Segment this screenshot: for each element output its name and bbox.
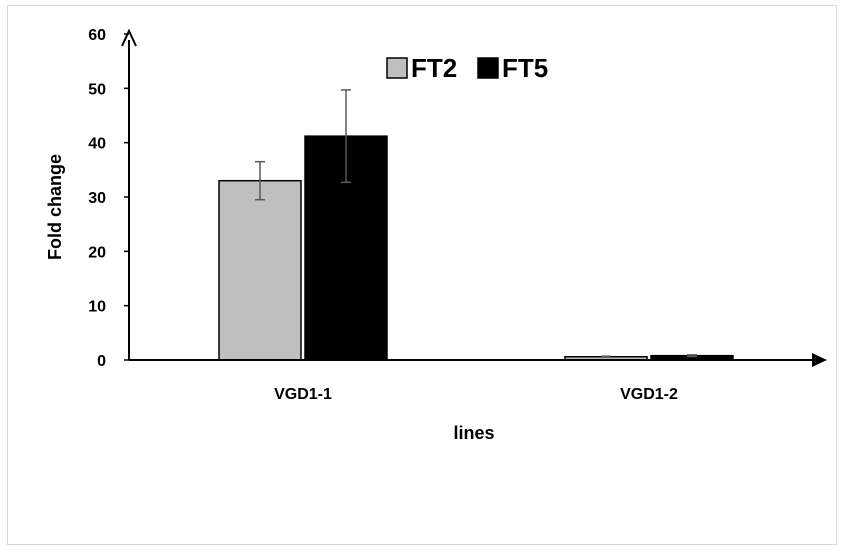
y-tick-label: 0 xyxy=(97,353,106,370)
error-bar-ft5-vgd1-1 xyxy=(341,89,351,184)
x-axis-arrow xyxy=(812,353,827,367)
legend: FT2 FT5 xyxy=(386,53,548,83)
y-tick-label: 10 xyxy=(88,299,106,316)
y-tick-label: 40 xyxy=(88,136,106,153)
x-axis-title: lines xyxy=(453,423,494,443)
bar-ft2-vgd1-1 xyxy=(218,179,302,361)
x-ticks-layer: VGD1-1 VGD1-2 xyxy=(274,386,678,403)
y-tick-label: 50 xyxy=(88,81,106,98)
y-tick-label: 30 xyxy=(88,190,106,207)
x-tick-label: VGD1-2 xyxy=(620,386,678,403)
axes-layer xyxy=(121,28,827,367)
error-bar-ft5-vgd1-2 xyxy=(687,354,697,358)
chart-frame xyxy=(7,5,837,545)
y-ticks-layer: 0 10 20 30 40 50 60 xyxy=(88,27,129,370)
y-axis-arrow xyxy=(121,28,137,47)
x-tick-label: VGD1-1 xyxy=(274,386,332,403)
y-tick-label: 20 xyxy=(88,244,106,261)
error-bar-ft2-vgd1-1 xyxy=(255,160,265,201)
bars-layer xyxy=(218,135,734,361)
y-axis-title: Fold change xyxy=(45,154,65,260)
legend-swatch-ft5 xyxy=(477,57,499,79)
legend-swatch-ft2 xyxy=(386,57,408,79)
legend-label-ft5: FT5 xyxy=(502,53,548,83)
y-tick-label: 60 xyxy=(88,27,106,44)
legend-label-ft2: FT2 xyxy=(411,53,457,83)
error-bar-ft2-vgd1-2 xyxy=(601,355,611,359)
error-bars-layer xyxy=(255,89,697,359)
